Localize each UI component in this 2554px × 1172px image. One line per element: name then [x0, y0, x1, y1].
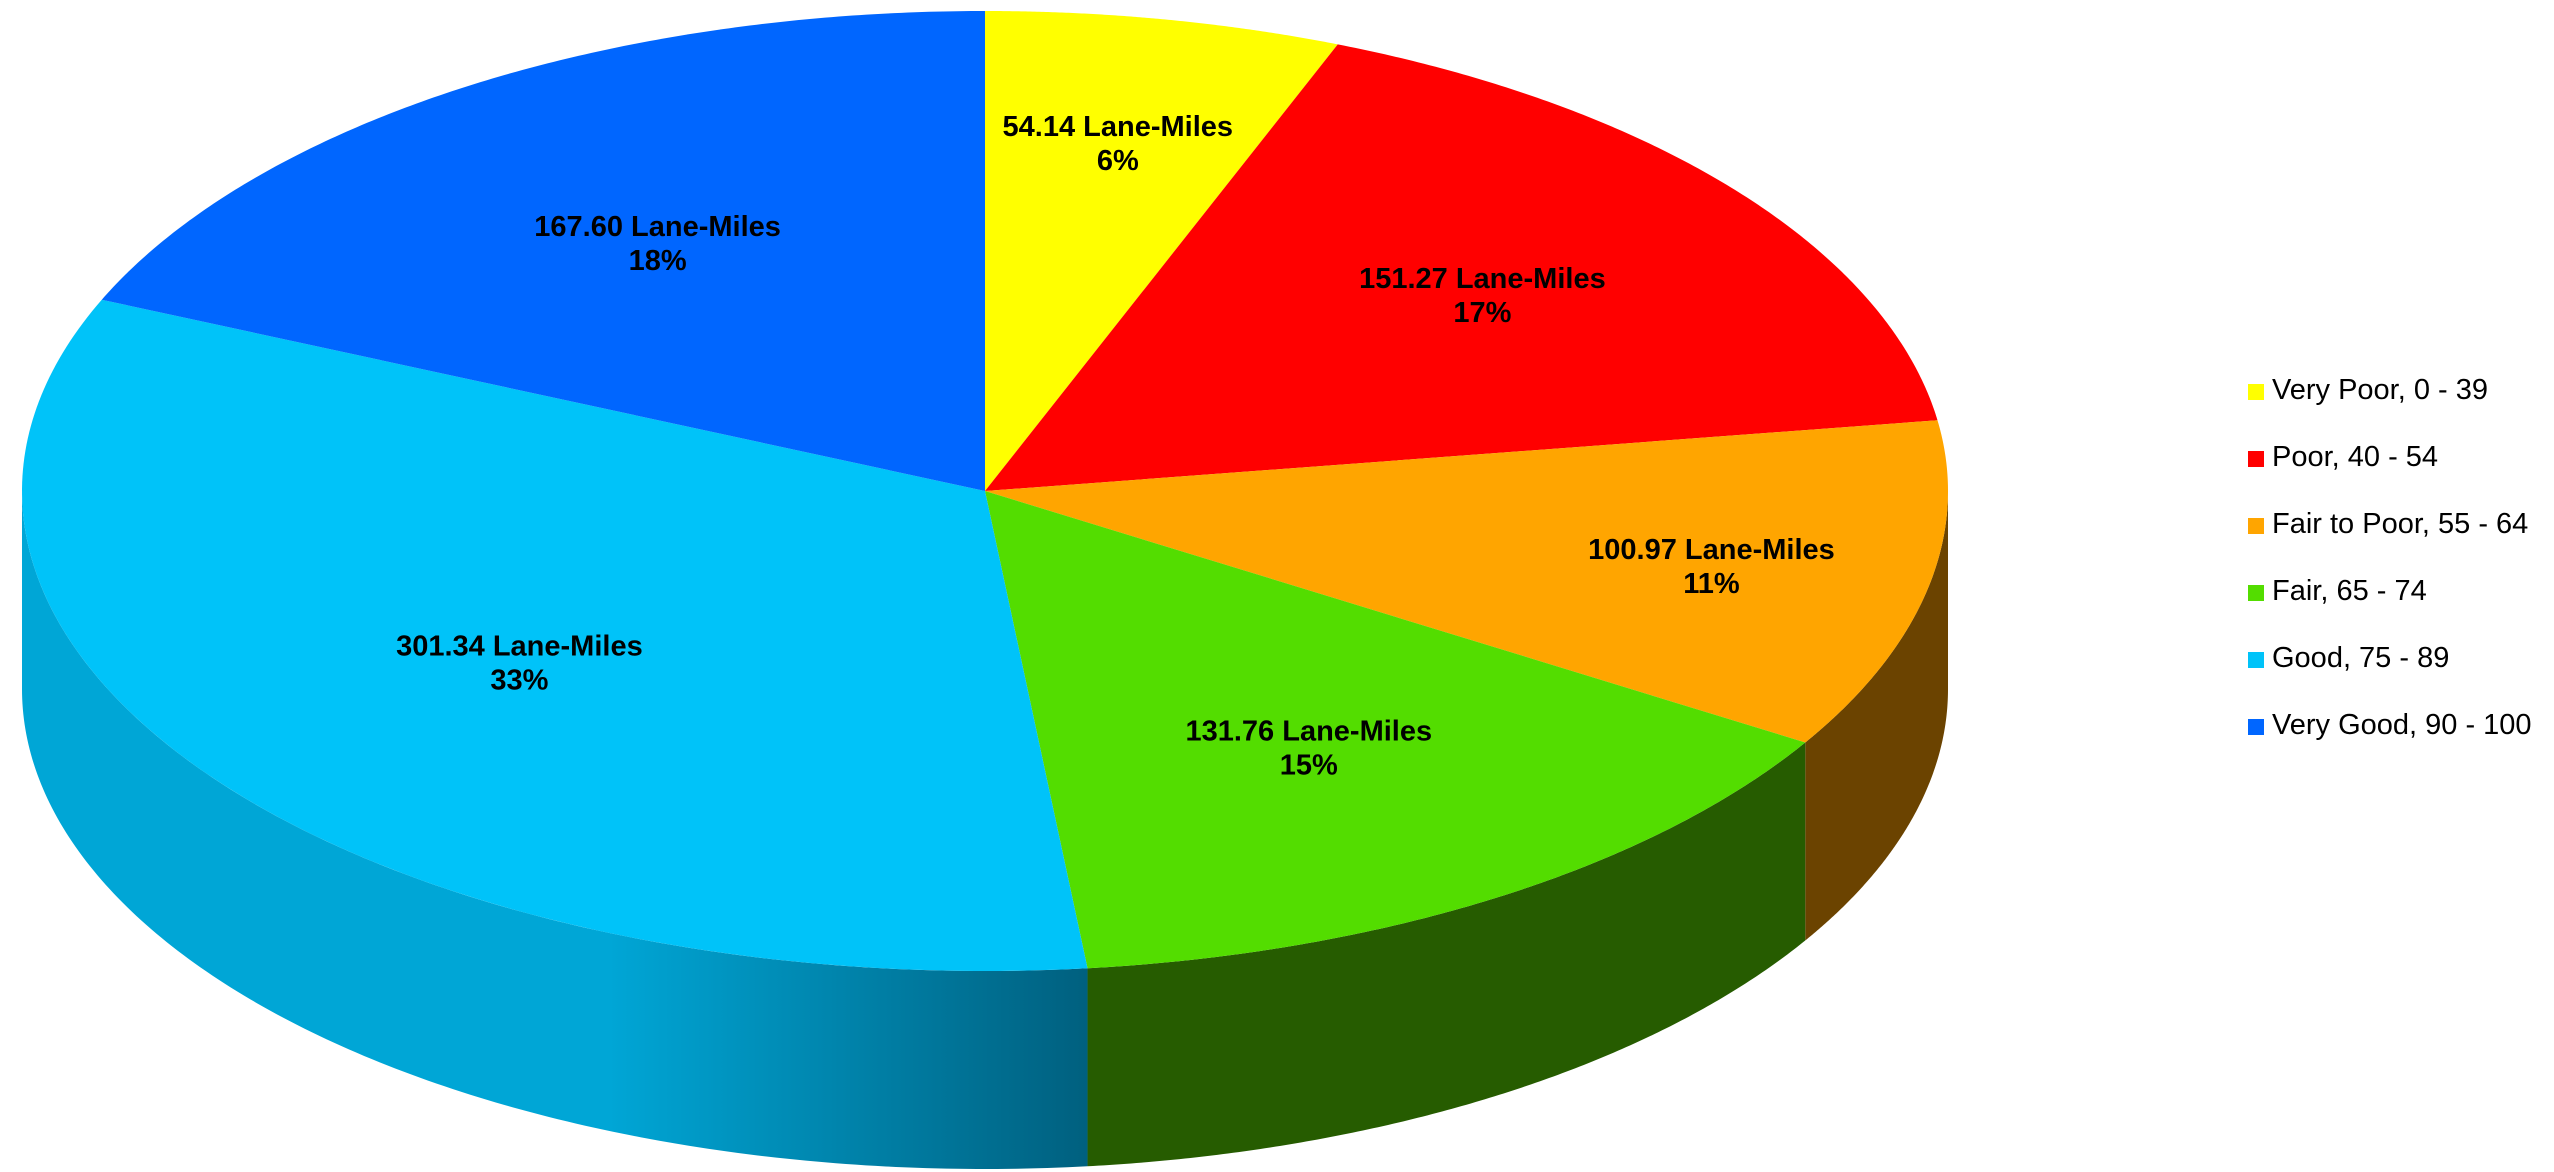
slice-percent-label-very-poor: 6% — [1097, 145, 1139, 177]
pie-slice-fair — [985, 491, 1806, 969]
legend-item-poor: Poor, 40 - 54 — [2248, 437, 2548, 504]
slice-percent-label-fair: 15% — [1280, 750, 1338, 782]
legend-item-very-poor: Very Poor, 0 - 39 — [2248, 370, 2548, 437]
legend-label-very-poor: Very Poor, 0 - 39 — [2272, 374, 2489, 406]
pie-side-fair-to-poor — [1805, 491, 1948, 941]
legend-label-fair-to-poor: Fair to Poor, 55 - 64 — [2272, 508, 2529, 540]
legend-item-good: Good, 75 - 89 — [2248, 638, 2548, 705]
slice-value-label-poor: 151.27 Lane-Miles — [1359, 263, 1606, 295]
legend-item-fair: Fair, 65 - 74 — [2248, 571, 2548, 638]
slice-percent-label-good: 33% — [490, 665, 548, 697]
legend-swatch-very-good — [2248, 719, 2264, 735]
legend-swatch-fair-to-poor — [2248, 518, 2264, 534]
legend: Very Poor, 0 - 39 Poor, 40 - 54 Fair to … — [2248, 370, 2548, 772]
pie-tops — [22, 11, 1948, 972]
slice-percent-label-fair-to-poor: 11% — [1683, 568, 1740, 600]
pie-slice-very-poor — [985, 11, 1338, 491]
pie-slice-very-good — [101, 11, 985, 491]
pie-side-fair — [1087, 742, 1806, 1167]
slice-percent-label-poor: 17% — [1453, 297, 1511, 329]
pie-slice-good — [22, 299, 1088, 972]
legend-swatch-fair — [2248, 585, 2264, 601]
slice-value-label-fair: 131.76 Lane-Miles — [1185, 716, 1432, 748]
legend-item-fair-to-poor: Fair to Poor, 55 - 64 — [2248, 504, 2548, 571]
pie-slice-fair-to-poor — [985, 420, 1948, 743]
slice-value-label-good: 301.34 Lane-Miles — [396, 631, 643, 663]
slice-value-label-fair-to-poor: 100.97 Lane-Miles — [1588, 534, 1835, 566]
legend-label-good: Good, 75 - 89 — [2272, 642, 2450, 674]
legend-swatch-good — [2248, 652, 2264, 668]
slice-value-label-very-poor: 54.14 Lane-Miles — [1003, 111, 1234, 143]
pie-sides — [22, 491, 1948, 1169]
legend-label-fair: Fair, 65 - 74 — [2272, 575, 2427, 607]
slice-value-label-very-good: 167.60 Lane-Miles — [534, 211, 781, 243]
legend-label-poor: Poor, 40 - 54 — [2272, 441, 2439, 473]
pie-side-good — [22, 491, 1088, 1169]
slice-percent-label-very-good: 18% — [629, 245, 687, 277]
legend-swatch-poor — [2248, 451, 2264, 467]
pie-slice-poor — [985, 44, 1938, 492]
legend-swatch-very-poor — [2248, 384, 2264, 400]
legend-item-very-good: Very Good, 90 - 100 — [2248, 705, 2548, 772]
legend-label-very-good: Very Good, 90 - 100 — [2272, 709, 2532, 741]
